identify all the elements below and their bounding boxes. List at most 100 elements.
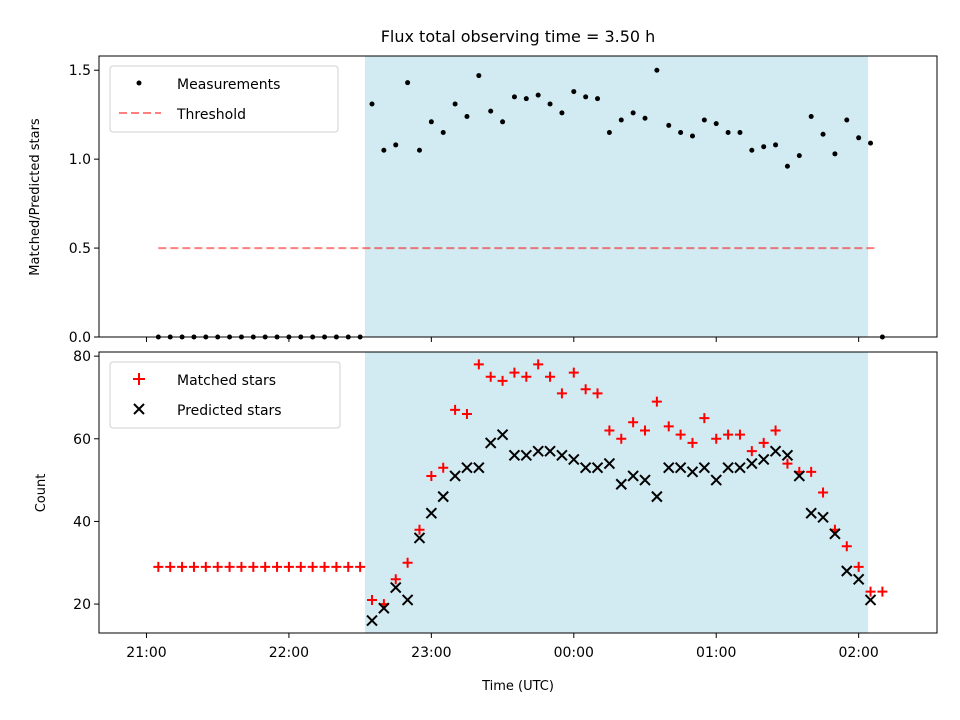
matched-star-point <box>450 404 461 415</box>
measurement-point <box>369 101 375 107</box>
predicted-star-point <box>829 528 841 540</box>
matched-star-point <box>651 396 662 407</box>
legend-threshold-label: Threshold <box>176 107 246 123</box>
matched-star-point <box>390 574 401 585</box>
matched-star-point <box>331 561 342 572</box>
measurement-point <box>547 101 553 107</box>
predicted-star-point <box>757 453 770 466</box>
matched-star-point <box>200 561 211 572</box>
measurement-point <box>630 110 636 116</box>
matched-star-point <box>616 433 627 444</box>
matched-star-point <box>509 367 520 378</box>
y-tick-label: 60 <box>73 432 91 448</box>
matched-star-point <box>699 413 710 424</box>
measurement-point <box>749 147 755 153</box>
predicted-star-point <box>484 437 497 449</box>
matched-star-point <box>461 408 472 419</box>
matched-star-point <box>877 586 888 597</box>
measurement-point <box>678 129 684 135</box>
top-legend-box <box>109 65 339 133</box>
predicted-star-point <box>674 461 687 474</box>
measurement-point <box>796 153 802 159</box>
matched-star-point <box>272 561 283 572</box>
y-tick-label: 80 <box>73 349 91 365</box>
matched-star-point <box>841 541 852 552</box>
measurement-point <box>618 117 624 123</box>
matched-star-point <box>782 458 793 469</box>
matched-star-point <box>165 561 176 572</box>
predicted-star-point <box>793 470 806 482</box>
matched-star-point <box>604 425 615 436</box>
predicted-star-point <box>627 470 639 482</box>
measurement-point <box>523 96 529 102</box>
measurement-point <box>488 108 494 114</box>
predicted-stars-points <box>366 428 877 627</box>
measurement-point <box>583 94 589 100</box>
measurement-point <box>868 140 874 146</box>
predicted-star-point <box>532 445 544 457</box>
matched-stars-points <box>153 359 888 610</box>
predicted-star-point <box>437 490 449 503</box>
predicted-star-point <box>461 461 473 474</box>
legend-measurements-marker <box>136 80 142 86</box>
top-y-axis-label: Matched/Predicted stars <box>28 118 43 276</box>
measurement-point <box>761 144 767 150</box>
measurement-point <box>856 135 862 141</box>
x-tick-label: 01:00 <box>696 645 736 661</box>
measurement-point <box>452 101 458 107</box>
matched-star-point <box>556 388 567 399</box>
matched-star-point <box>865 586 876 597</box>
measurement-point <box>737 129 743 135</box>
matched-star-point <box>307 561 318 572</box>
measurement-point <box>725 129 731 135</box>
matched-star-point <box>687 437 698 448</box>
measurement-point <box>642 115 648 121</box>
x-tick-label: 22:00 <box>269 645 309 661</box>
x-tick-label: 23:00 <box>411 645 451 661</box>
predicted-star-point <box>449 470 461 482</box>
predicted-star-point <box>746 457 758 470</box>
predicted-star-point <box>781 449 794 462</box>
predicted-star-point <box>686 466 699 478</box>
predicted-star-point <box>544 445 556 457</box>
y-tick-label: 0.0 <box>69 330 91 346</box>
predicted-star-point <box>378 602 390 614</box>
shaded-interval <box>364 56 869 337</box>
measurement-point <box>713 121 719 127</box>
measurement-point <box>701 117 707 123</box>
x-tick-label: 00:00 <box>554 645 594 661</box>
predicted-star-point <box>556 449 568 462</box>
predicted-star-point <box>769 445 782 457</box>
x-tick-label: 21:00 <box>126 645 166 661</box>
top-y-ticks: 0.0 0.5 1.0 1.5 <box>69 63 99 346</box>
predicted-star-point <box>603 457 616 470</box>
measurement-point <box>405 80 411 86</box>
predicted-star-point <box>817 511 829 524</box>
matched-star-point <box>438 462 449 473</box>
matched-star-point <box>319 561 330 572</box>
measurement-point <box>381 147 387 153</box>
predicted-star-point <box>864 594 877 606</box>
matched-star-point <box>188 561 199 572</box>
measurement-point <box>535 92 541 98</box>
chart-title: Flux total observing time = 3.50 h <box>381 27 656 46</box>
matched-star-point <box>355 561 366 572</box>
measurement-point <box>428 119 434 125</box>
predicted-star-point <box>734 461 746 474</box>
measurement-point <box>844 117 850 123</box>
matched-star-point <box>568 367 579 378</box>
matched-star-point <box>343 561 354 572</box>
measurement-point <box>559 110 565 116</box>
top-x-ticks <box>145 337 860 342</box>
measurement-point <box>440 129 446 135</box>
matched-star-point <box>711 433 722 444</box>
measurement-point <box>571 89 577 95</box>
measurement-point <box>464 113 470 119</box>
predicted-star-point <box>508 449 521 462</box>
matched-star-point <box>212 561 223 572</box>
measurement-point <box>773 142 779 148</box>
measurement-point <box>808 113 814 119</box>
measurement-point <box>689 133 695 139</box>
matched-star-point <box>758 437 769 448</box>
matched-star-point <box>485 371 496 382</box>
